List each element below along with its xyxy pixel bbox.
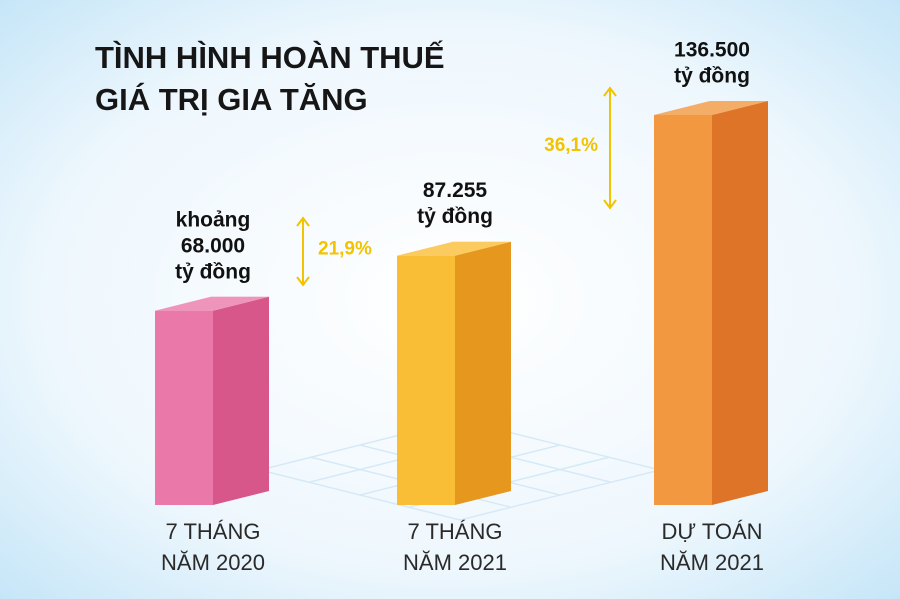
bar (654, 101, 768, 505)
bar (155, 296, 269, 505)
value-label: tỷ đồng (674, 65, 750, 88)
annotation-arrowhead (603, 86, 617, 210)
annotation: 36,1% (544, 135, 598, 156)
bar-side-shade (455, 241, 511, 505)
bar-side (213, 296, 269, 505)
bar-side-shade (213, 296, 269, 505)
value-label: 68.000 (181, 234, 245, 257)
x-tick-label: NĂM 2021 (660, 550, 764, 575)
bar-front (397, 255, 455, 505)
value-label: khoảng (176, 208, 251, 231)
bar-side-shade (712, 101, 768, 505)
annotation: 21,9% (318, 239, 372, 260)
bar-top-light (397, 241, 511, 256)
annotation-arrowhead (296, 216, 310, 287)
bar-side (712, 101, 768, 505)
value-label: 87.255 (423, 179, 488, 202)
x-tick-label: 7 THÁNG (408, 519, 503, 544)
bar-top (155, 296, 269, 311)
bar-top (654, 101, 768, 115)
bar-top-light (155, 296, 269, 311)
bar-front-light (397, 255, 455, 505)
chart-title: GIÁ TRỊ GIA TĂNG (95, 82, 368, 117)
value-label: tỷ đồng (417, 205, 493, 228)
value-label: 136.500 (674, 39, 750, 62)
x-tick-label: 7 THÁNG (166, 519, 261, 544)
bar-top (397, 241, 511, 256)
x-tick-label: DỰ TOÁN (661, 519, 762, 544)
bar (397, 241, 511, 505)
bar-front-light (654, 115, 712, 505)
chart-title: TÌNH HÌNH HOÀN THUẾ (95, 40, 445, 75)
bar-front (155, 310, 213, 505)
x-tick-label: NĂM 2020 (161, 550, 265, 575)
bar-side (455, 241, 511, 505)
bar-front-light (155, 310, 213, 505)
bar-front (654, 115, 712, 505)
bar-top-light (654, 101, 768, 115)
value-label: tỷ đồng (175, 260, 251, 283)
x-tick-label: NĂM 2021 (403, 550, 507, 575)
